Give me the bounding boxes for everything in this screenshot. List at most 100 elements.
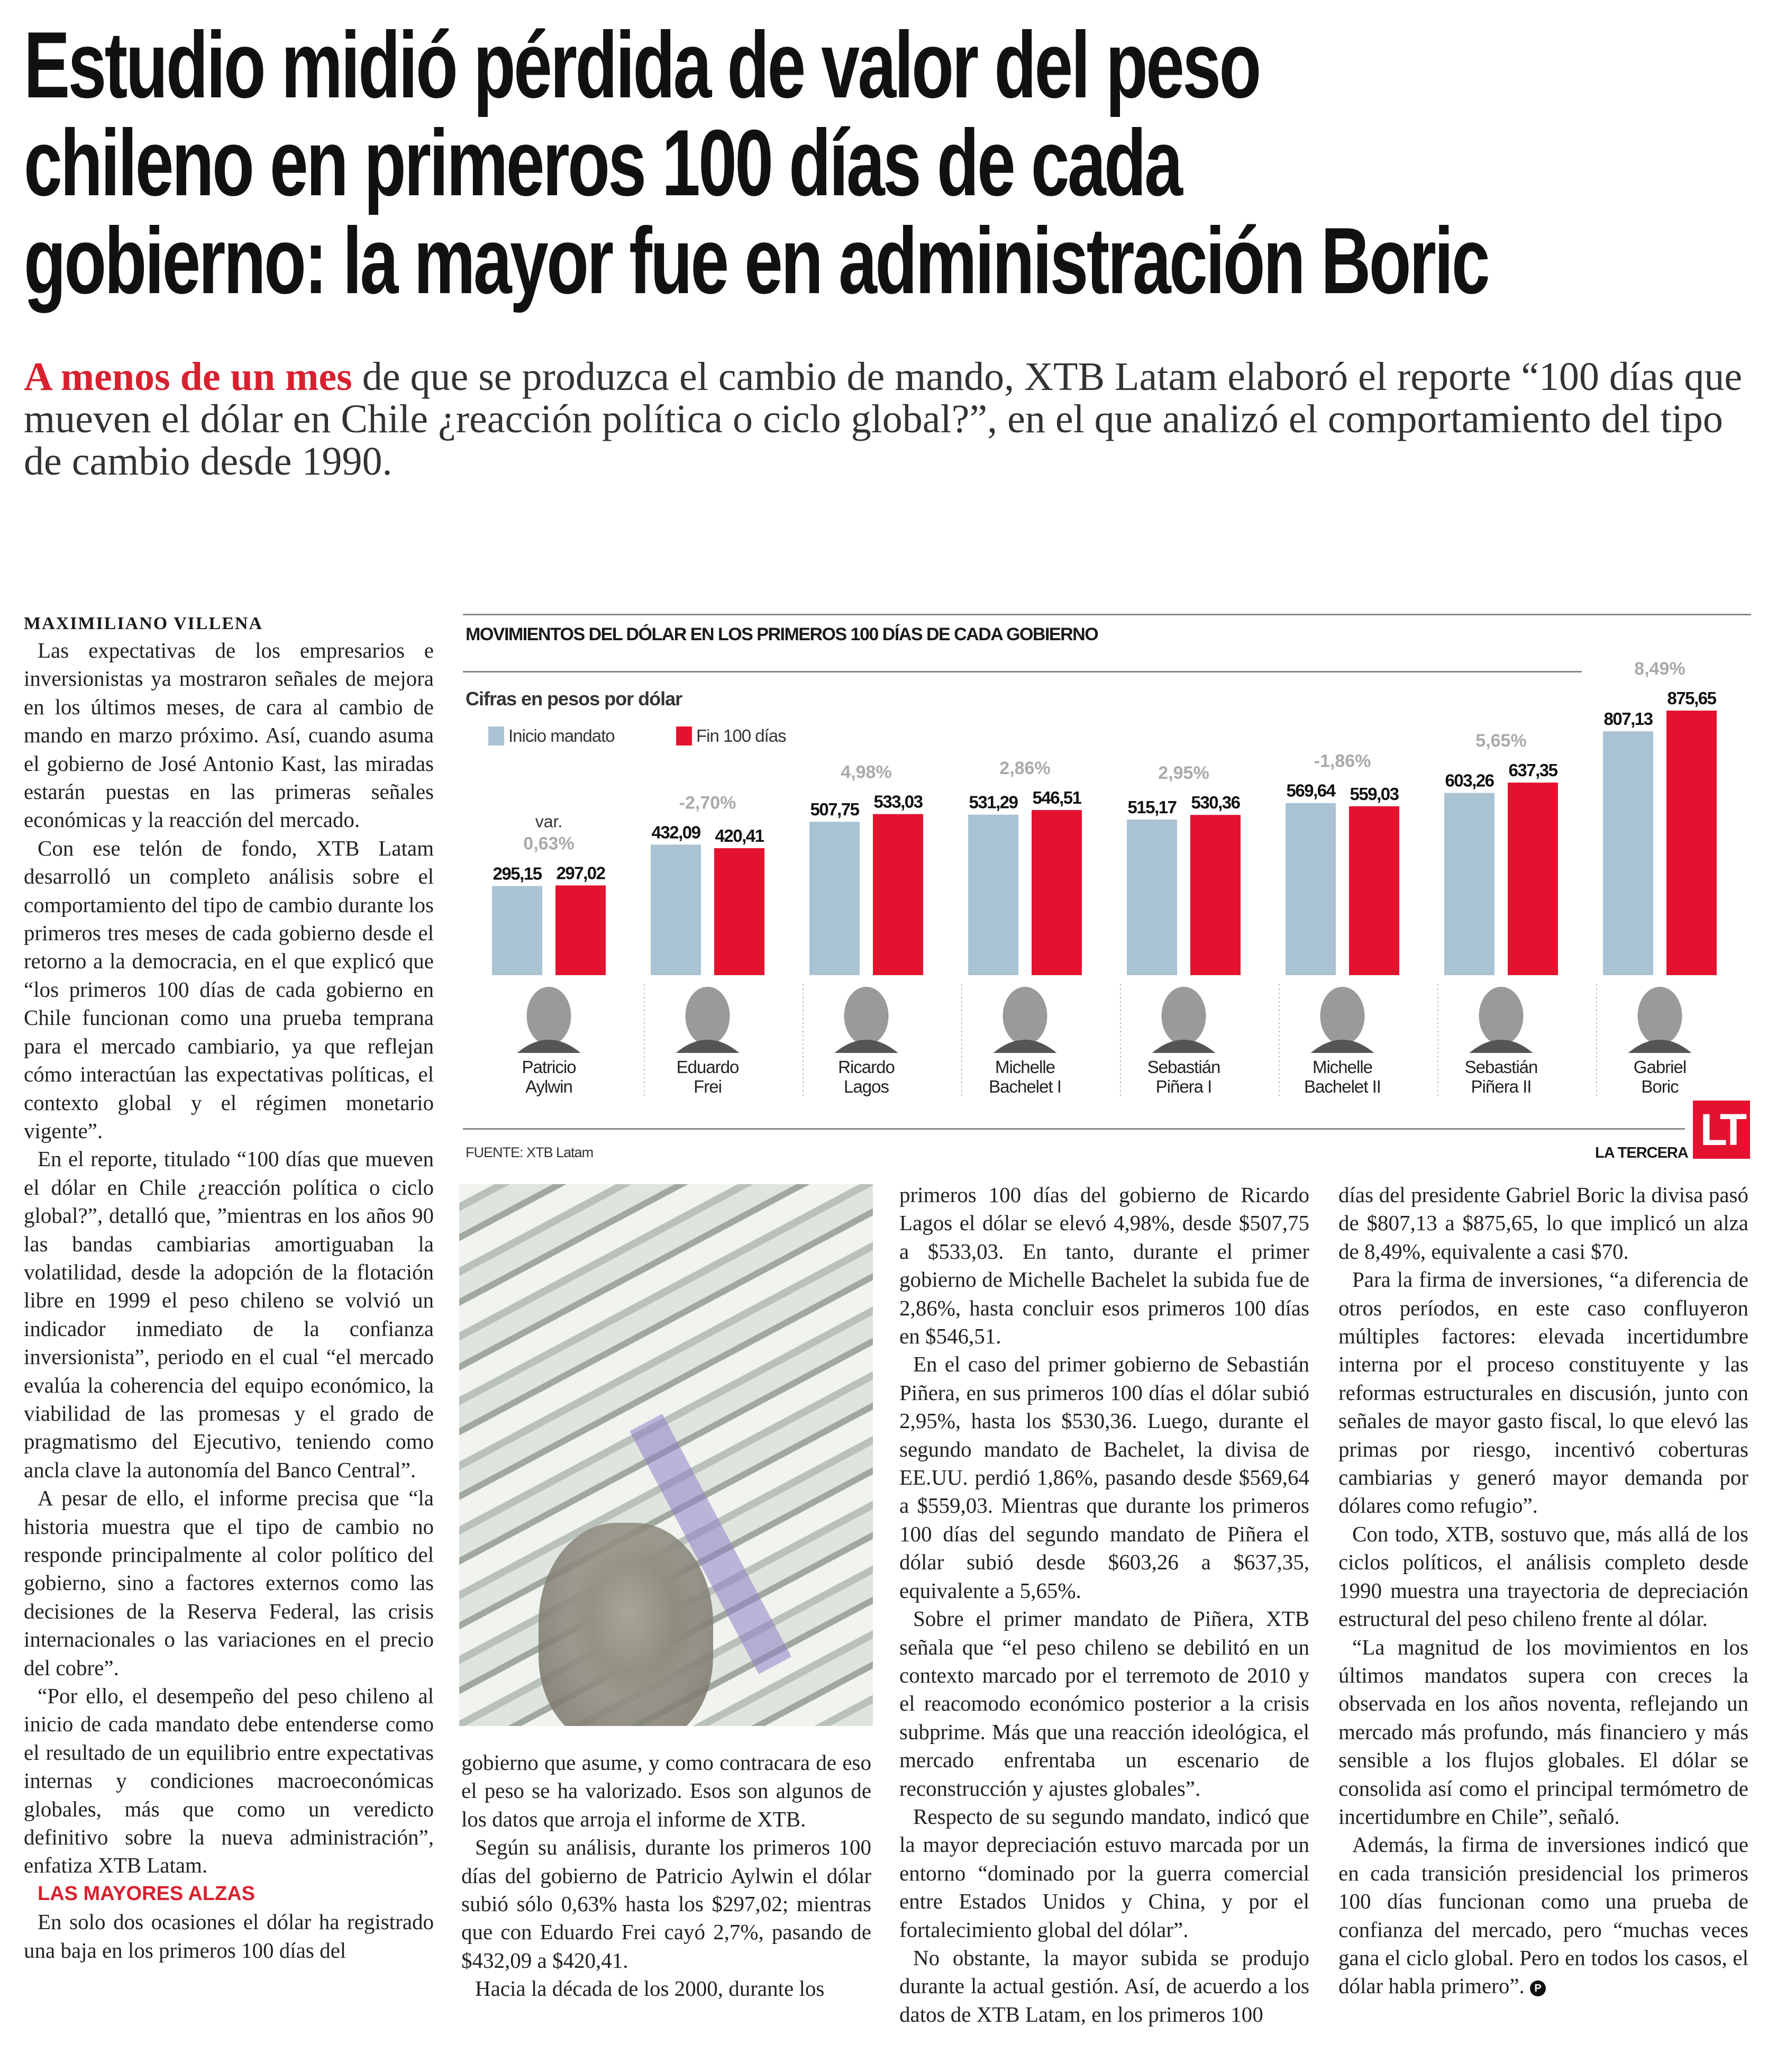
headline-line: Estudio midió pérdida de valor del peso: [24, 12, 1261, 117]
paragraph: primeros 100 días del gobierno de Ricard…: [899, 1183, 1309, 1349]
legend-item-fin: Fin 100 días: [676, 726, 787, 746]
paragraph: Con ese telón de fondo, XTB Latam desarr…: [24, 835, 434, 1143]
president-portrait-icon: [526, 987, 571, 1045]
legend-item-inicio: Inicio mandato: [488, 726, 615, 746]
president-first-name: Eduardo: [677, 1057, 739, 1077]
bar-inicio: [1603, 731, 1653, 975]
data-label: 546,51: [1033, 788, 1082, 807]
headline-line: gobierno: la mayor fue en administración…: [24, 208, 1490, 313]
data-label: 295,15: [493, 864, 542, 883]
president-first-name: Sebastián: [1465, 1057, 1538, 1077]
variation-label: -1,86%: [1314, 751, 1371, 771]
president-portrait-icon: [844, 987, 889, 1045]
data-label: 637,35: [1509, 760, 1558, 780]
president-first-name: Gabriel: [1634, 1057, 1686, 1077]
deck-lead: A menos de un mes: [24, 355, 352, 399]
subhead: LAS MAYORES ALZAS: [38, 1882, 256, 1905]
paragraph: A pesar de ello, el informe precisa que …: [24, 1486, 434, 1680]
paragraph: Respecto de su segundo mandato, indicó q…: [899, 1804, 1309, 1942]
bar-fin: [1190, 815, 1241, 975]
paragraph: Las expectativas de los empresarios e in…: [24, 638, 434, 832]
president-last-name: Piñera II: [1471, 1077, 1532, 1096]
divider: [463, 1128, 1685, 1130]
variation-label: 5,65%: [1475, 731, 1526, 751]
paragraph: No obstante, la mayor subida se produjo …: [899, 1945, 1309, 2026]
paragraph: Además, la firma de inversiones indicó q…: [1338, 1831, 1748, 2000]
byline: MAXIMILIANO VILLENA: [24, 614, 263, 633]
column-1: Las expectativas de los empresarios e in…: [24, 637, 434, 1965]
data-label: 531,29: [969, 793, 1018, 812]
credit: LA TERCERA: [1595, 1144, 1689, 1161]
portrait-shoulders-icon: [1469, 1040, 1533, 1053]
divider: [463, 671, 1582, 673]
deck-text: de que se produzca el cambio de mando, X…: [24, 355, 1743, 484]
data-label: 297,02: [557, 863, 606, 883]
paragraph: En solo dos ocasiones el dólar ha regist…: [24, 1910, 434, 1962]
chart-source: FUENTE: XTB Latam: [466, 1144, 594, 1160]
variation-label: 0,63%: [523, 833, 574, 853]
data-label: 875,65: [1667, 688, 1717, 708]
headline: Estudio midió pérdida de valor del peso …: [24, 16, 1786, 310]
paragraph: Con todo, XTB, sostuvo que, más allá de …: [1338, 1521, 1748, 1631]
president-last-name: Piñera I: [1156, 1077, 1212, 1096]
variation-label: 4,98%: [841, 762, 891, 783]
paragraph: gobierno que asume, y como contracara de…: [461, 1750, 871, 1831]
variation-label: 2,86%: [999, 758, 1050, 778]
data-label: 569,64: [1287, 781, 1336, 801]
bar-fin: [873, 814, 923, 975]
data-label: 420,41: [715, 826, 764, 846]
data-label: 533,03: [874, 792, 923, 812]
paragraph: días del presidente Gabriel Boric la div…: [1338, 1183, 1748, 1264]
portrait-shoulders-icon: [676, 1040, 740, 1053]
data-label: 530,36: [1191, 793, 1241, 812]
paragraph-text: Además, la firma de inversiones indicó q…: [1338, 1832, 1748, 1998]
portrait-shoulders-icon: [517, 1040, 581, 1053]
legend-swatch: [488, 726, 504, 746]
portrait-shoulders-icon: [1628, 1040, 1692, 1053]
bar-inicio: [809, 822, 860, 975]
paragraph: “La magnitud de los movimientos en los ú…: [1338, 1634, 1748, 1829]
president-last-name: Aylwin: [525, 1077, 572, 1096]
president-portrait-icon: [1161, 987, 1206, 1045]
president-first-name: Sebastián: [1147, 1057, 1220, 1077]
variation-label: 8,49%: [1634, 659, 1685, 679]
bar-fin: [1349, 806, 1399, 975]
paragraph: Según su análisis, durante los primeros …: [461, 1835, 871, 1973]
president-first-name: Michelle: [1313, 1057, 1372, 1077]
data-label: 432,09: [652, 822, 701, 842]
la-tercera-logo: LT: [1693, 1101, 1750, 1159]
president-last-name: Bachelet I: [989, 1077, 1061, 1096]
dollar-chart: MOVIMIENTOS DEL DÓLAR EN LOS PRIMEROS 10…: [463, 614, 1751, 1164]
president-portrait-icon: [1637, 987, 1682, 1045]
paragraph: En el reporte, titulado “100 días que mu…: [24, 1147, 434, 1482]
president-first-name: Ricardo: [838, 1057, 895, 1077]
president-first-name: Michelle: [995, 1057, 1055, 1077]
variation-label: -2,70%: [679, 793, 736, 813]
chart-title: MOVIMIENTOS DEL DÓLAR EN LOS PRIMEROS 10…: [466, 624, 1099, 644]
data-label: 807,13: [1604, 709, 1653, 729]
paragraph: Para la firma de inversiones, “a diferen…: [1338, 1267, 1748, 1518]
bar-inicio: [651, 844, 701, 975]
bar-fin: [714, 848, 764, 975]
variation-caption: var.: [535, 812, 563, 831]
president-portrait-icon: [1320, 987, 1365, 1045]
end-mark-icon: P: [1530, 1980, 1546, 1996]
bar-inicio: [1286, 803, 1336, 975]
portrait-shoulders-icon: [834, 1040, 898, 1053]
dollar-bills-photo: [459, 1184, 873, 1726]
deck: A menos de un mes de que se produzca el …: [24, 356, 1759, 483]
president-first-name: Patricio: [522, 1057, 576, 1077]
data-label: 559,03: [1350, 784, 1399, 804]
president-last-name: Boric: [1641, 1077, 1679, 1096]
data-label: 507,75: [810, 799, 860, 819]
portrait-shoulders-icon: [993, 1040, 1057, 1053]
bar-fin: [1666, 711, 1717, 975]
president-portrait-icon: [1003, 987, 1047, 1045]
divider: [463, 614, 1751, 615]
bar-inicio: [1127, 819, 1177, 975]
column-4: días del presidente Gabriel Boric la div…: [1338, 1181, 1748, 2001]
paragraph: Hacia la década de los 2000, durante los: [475, 1976, 825, 2001]
president-portrait-icon: [1479, 987, 1524, 1045]
legend-label: Inicio mandato: [508, 726, 615, 746]
bar-fin: [555, 885, 606, 975]
